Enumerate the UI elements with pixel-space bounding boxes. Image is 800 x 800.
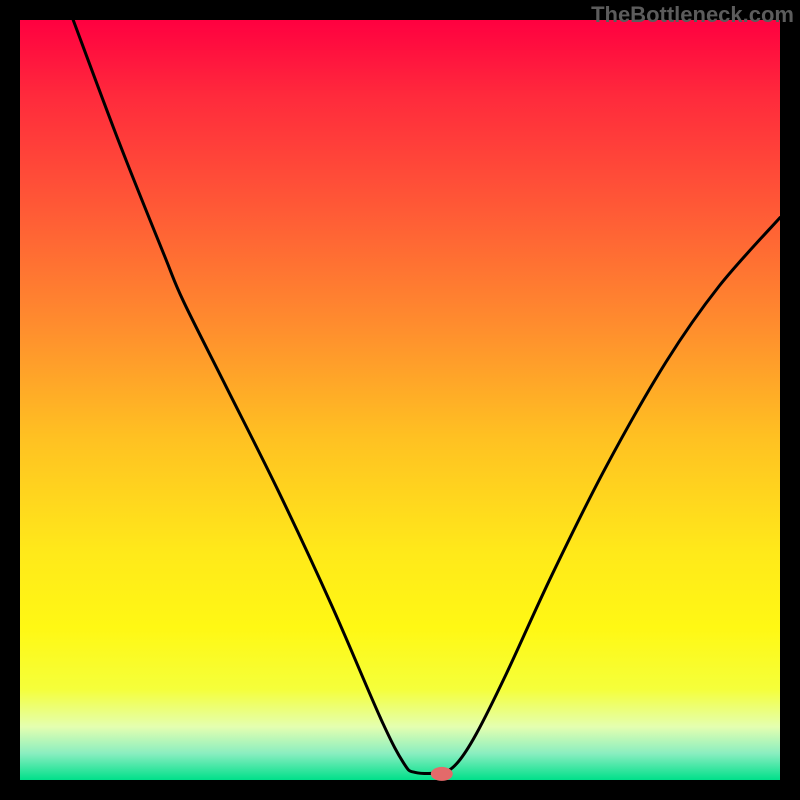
watermark-text: TheBottleneck.com <box>591 2 794 28</box>
chart-svg <box>0 0 800 800</box>
plot-area <box>20 20 780 780</box>
optimal-point-marker <box>431 767 453 781</box>
bottleneck-chart: TheBottleneck.com <box>0 0 800 800</box>
